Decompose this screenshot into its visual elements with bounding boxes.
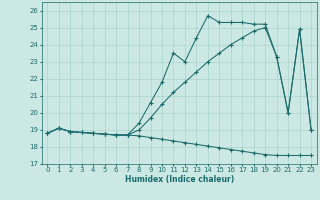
X-axis label: Humidex (Indice chaleur): Humidex (Indice chaleur) bbox=[124, 175, 234, 184]
